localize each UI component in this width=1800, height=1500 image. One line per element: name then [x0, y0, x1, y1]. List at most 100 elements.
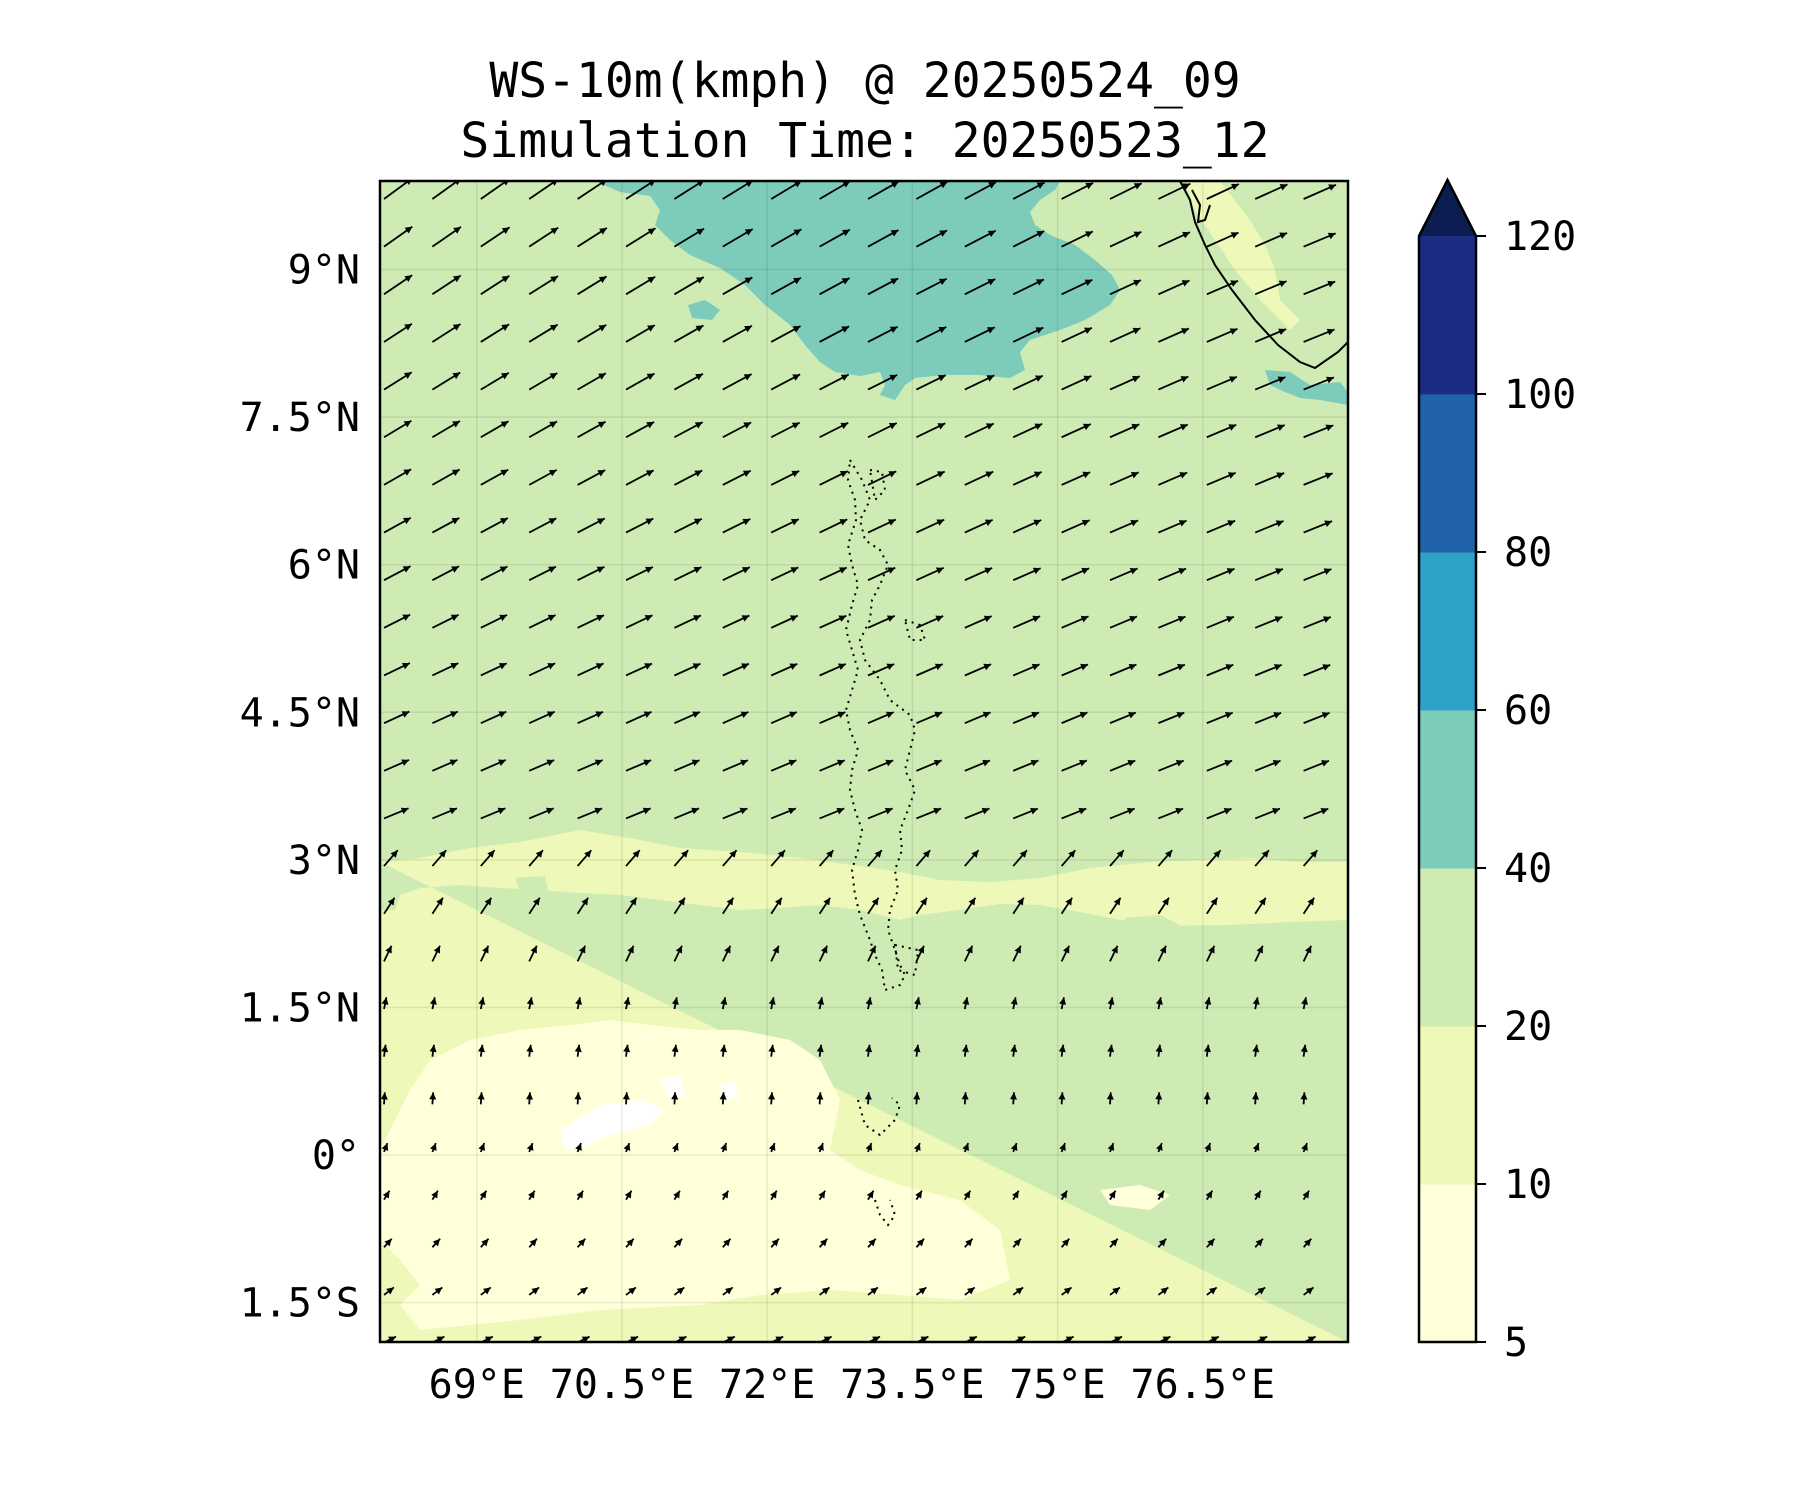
wind-arrow — [625, 945, 635, 962]
wind-arrow — [722, 373, 752, 391]
wind-arrow — [867, 1238, 877, 1248]
lon-tick-label: 73.5°E — [840, 1362, 985, 1408]
colorbar-bin — [1419, 1184, 1476, 1343]
wind-arrow — [1352, 712, 1378, 723]
lon-tick-label: 75°E — [1009, 1362, 1105, 1408]
wind-arrow — [528, 614, 556, 629]
wind-arrow — [1303, 280, 1336, 296]
wind-arrow — [1158, 711, 1185, 724]
wind-arrow — [819, 807, 845, 820]
wind-arrow — [383, 945, 393, 962]
wind-arrow — [1109, 711, 1137, 724]
wind-arrow — [625, 517, 654, 534]
wind-arrow — [577, 420, 607, 439]
wind-arrow — [625, 711, 652, 724]
wind-arrow — [770, 1190, 778, 1201]
wind-arrow — [1352, 850, 1366, 866]
coastline — [1179, 180, 1349, 370]
wind-arrow — [867, 518, 897, 534]
wind-arrow — [673, 517, 703, 534]
wind-arrow — [528, 849, 544, 867]
wind-arrow — [916, 518, 945, 534]
wind-arrow — [673, 897, 686, 915]
wind-arrow — [914, 1142, 921, 1153]
wind-arrow — [1157, 1190, 1165, 1201]
wind-arrow — [1012, 230, 1045, 248]
wind-arrow — [431, 420, 461, 439]
wind-arrow — [431, 613, 460, 629]
contour-40-60 — [595, 181, 1120, 400]
wind-arrow — [1012, 471, 1043, 486]
wind-arrow — [431, 565, 460, 581]
wind-arrow — [1158, 182, 1191, 200]
wind-arrow — [1352, 898, 1363, 914]
wind-arrow — [624, 1190, 633, 1201]
wind-arrow — [673, 227, 705, 248]
wind-arrow — [1012, 711, 1040, 724]
wind-arrow — [722, 228, 754, 248]
wind-arrow — [528, 1190, 536, 1201]
wind-arrow — [770, 325, 801, 343]
wind-arrow — [1061, 759, 1088, 772]
wind-arrow — [722, 324, 753, 343]
lat-tick-label: 9°N — [288, 248, 360, 294]
wind-arrow — [1106, 1092, 1114, 1105]
wind-arrow — [1155, 997, 1163, 1010]
wind-arrow — [574, 1092, 582, 1105]
wind-arrow — [1254, 183, 1288, 200]
wind-arrow — [819, 228, 851, 248]
wind-arrow — [818, 1190, 826, 1201]
wind-arrow — [916, 759, 942, 772]
wind-arrow — [1157, 849, 1173, 867]
wind-arrow — [1158, 519, 1187, 534]
wind-arrow — [867, 1286, 879, 1296]
wind-arrow — [622, 1092, 630, 1105]
wind-arrow — [915, 326, 947, 343]
wind-arrow — [1352, 473, 1381, 485]
wind-arrow — [477, 1044, 485, 1057]
wind-arrow — [722, 518, 751, 534]
wind-arrow — [770, 897, 783, 915]
lat-tick-label: 7.5°N — [240, 395, 360, 441]
wind-arrow — [480, 897, 493, 915]
wind-arrow — [964, 470, 994, 486]
wind-arrow — [1158, 567, 1187, 582]
contour-5-10 — [380, 1020, 1010, 1330]
wind-arrow — [1302, 849, 1319, 867]
lon-tick-label: 76.5°E — [1131, 1362, 1276, 1408]
wind-arrow — [383, 565, 411, 581]
wind-arrow — [915, 897, 928, 915]
wind-arrow — [1010, 1092, 1018, 1105]
wind-arrow — [1254, 376, 1286, 391]
wind-arrow — [577, 372, 607, 391]
colorbar-extend-arrow — [1419, 180, 1476, 236]
wind-arrow — [1109, 375, 1141, 391]
wind-arrow — [431, 1190, 439, 1201]
wind-arrow — [964, 1286, 976, 1296]
wind-arrow — [867, 374, 898, 391]
wind-arrow — [1158, 279, 1190, 296]
wind-arrow — [1061, 807, 1087, 820]
wind-arrow — [722, 1238, 732, 1248]
wind-arrow — [865, 1044, 873, 1057]
wind-arrow — [1254, 472, 1285, 486]
wind-arrow — [770, 663, 798, 677]
wind-arrow — [1012, 807, 1039, 820]
wind-arrow — [963, 1190, 972, 1201]
wind-arrow — [819, 422, 849, 439]
wind-arrow — [1061, 230, 1094, 248]
wind-arrow — [1206, 471, 1237, 486]
wind-arrow — [818, 849, 835, 867]
wind-arrow — [1156, 1142, 1163, 1153]
wind-arrow — [480, 849, 496, 867]
wind-arrow — [528, 807, 555, 820]
wind-arrow — [674, 759, 700, 772]
wind-arrow — [1254, 1286, 1266, 1296]
wind-arrow — [673, 1238, 683, 1248]
wind-arrow — [1060, 945, 1070, 962]
wind-arrow — [1303, 472, 1334, 486]
wind-arrow — [915, 945, 925, 962]
wind-arrow — [1206, 1286, 1218, 1296]
wind-arrow — [964, 897, 977, 915]
wind-arrow — [722, 897, 735, 915]
